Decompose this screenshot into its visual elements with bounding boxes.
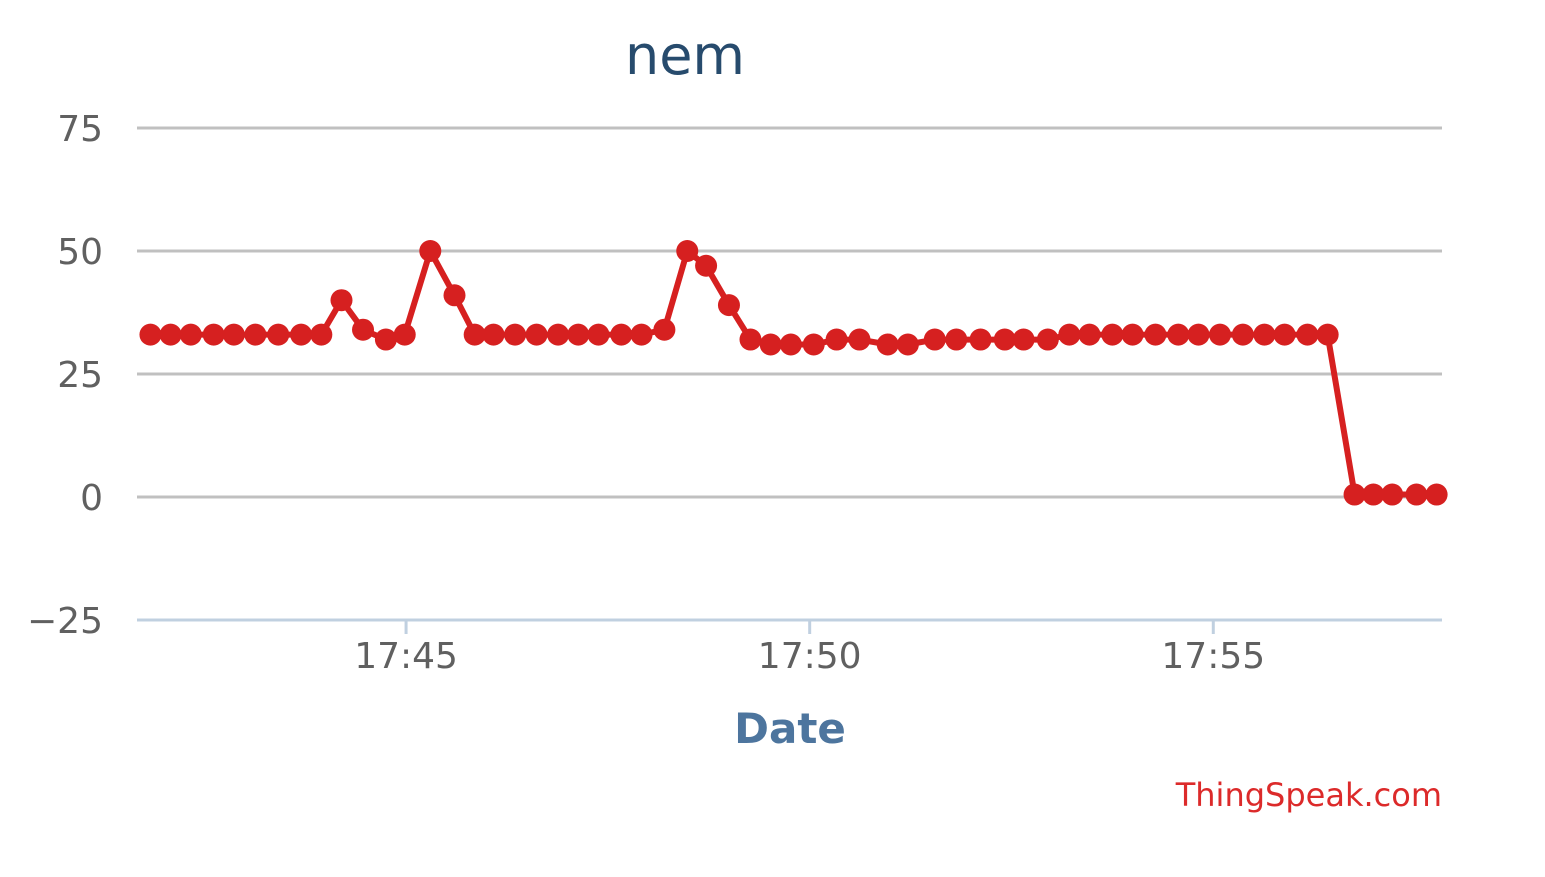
data-point[interactable] [739,328,762,351]
data-point[interactable] [1012,328,1035,351]
data-point[interactable] [717,294,740,317]
data-point[interactable] [1316,323,1339,346]
data-point[interactable] [1362,483,1385,506]
data-point[interactable] [1405,483,1428,506]
data-point[interactable] [923,328,946,351]
data-point[interactable] [1209,323,1232,346]
data-point[interactable] [1101,323,1124,346]
data-point[interactable] [443,284,466,307]
data-point[interactable] [779,333,802,356]
data-point[interactable] [825,328,848,351]
data-point[interactable] [1343,483,1366,506]
data-point[interactable] [374,328,397,351]
x-axis-ticks [404,620,1215,634]
data-point[interactable] [759,333,782,356]
data-point[interactable] [1078,323,1101,346]
y-tick-label: −25 [27,601,103,642]
data-point[interactable] [222,323,245,346]
x-tick-label: 17:55 [1161,636,1265,677]
data-point[interactable] [848,328,871,351]
data-point[interactable] [1036,328,1059,351]
data-point[interactable] [1187,323,1210,346]
data-point[interactable] [482,323,505,346]
data-point[interactable] [630,323,653,346]
data-point[interactable] [1121,323,1144,346]
data-point[interactable] [159,323,182,346]
data-point[interactable] [1231,323,1254,346]
data-point[interactable] [330,289,353,312]
x-axis-tick-labels: 17:45 17:50 17:55 [354,636,1265,677]
y-tick-label: 75 [57,109,103,150]
y-tick-label: 0 [80,478,103,519]
data-point[interactable] [139,323,162,346]
data-point[interactable] [202,323,225,346]
data-point[interactable] [1273,323,1296,346]
data-point[interactable] [1253,323,1276,346]
data-point[interactable] [179,323,202,346]
data-point[interactable] [695,254,718,277]
x-tick-label: 17:50 [758,636,862,677]
data-point[interactable] [352,318,375,341]
data-point[interactable] [1425,483,1448,506]
data-point[interactable] [610,323,633,346]
data-point[interactable] [290,323,313,346]
data-point[interactable] [504,323,527,346]
x-tick-label: 17:45 [354,636,458,677]
y-tick-label: 25 [57,355,103,396]
data-point[interactable] [876,333,899,356]
data-point[interactable] [244,323,267,346]
y-axis-tick-labels: 75 50 25 0 −25 [27,109,103,642]
data-point[interactable] [525,323,548,346]
data-point[interactable] [1144,323,1167,346]
credit-link[interactable]: ThingSpeak.com [1175,776,1442,814]
chart-title: nem [625,24,745,87]
data-point[interactable] [1296,323,1319,346]
y-tick-label: 50 [57,232,103,273]
data-point[interactable] [676,240,699,262]
data-point[interactable] [419,240,442,262]
grid-lines [137,126,1442,499]
data-point[interactable] [310,323,333,346]
data-point[interactable] [945,328,968,351]
data-point[interactable] [1167,323,1190,346]
data-point[interactable] [463,323,486,346]
data-point[interactable] [1058,323,1081,346]
data-point[interactable] [802,333,825,356]
data-point[interactable] [653,318,676,341]
data-point[interactable] [1381,483,1404,506]
data-point[interactable] [267,323,290,346]
data-point[interactable] [993,328,1016,351]
series-group [139,240,1448,506]
data-point[interactable] [393,323,416,346]
data-point[interactable] [969,328,992,351]
data-point[interactable] [587,323,610,346]
data-point[interactable] [567,323,590,346]
data-point[interactable] [896,333,919,356]
x-axis-title: Date [734,704,846,753]
data-point[interactable] [547,323,570,346]
